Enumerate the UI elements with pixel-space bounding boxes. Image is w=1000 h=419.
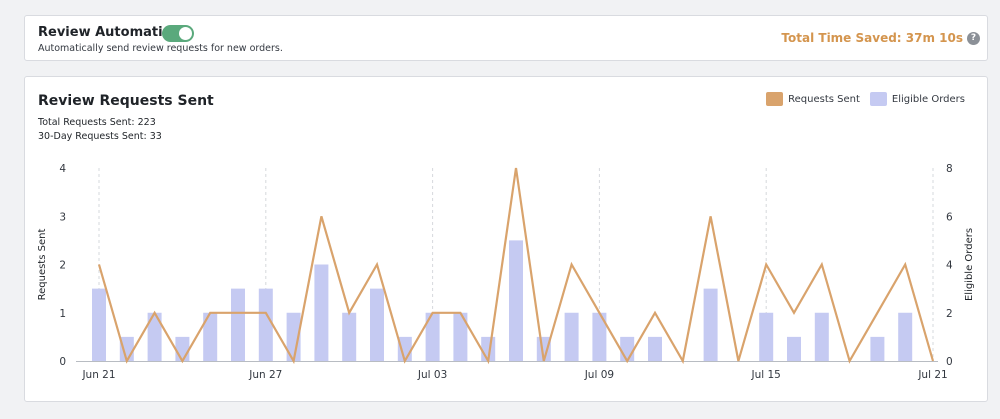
review-requests-chart: 0 1 2 3 4 0 2 4 6 8 Jun 21 Jun 27 Jul 03 Jul 09 Jul 15… <box>37 163 975 381</box>
review-automation-description: Automatically send review requests for n… <box>38 43 283 54</box>
y-left-tick-1: 1 <box>59 308 66 320</box>
y-left-tick-0: 0 <box>59 356 66 368</box>
bar-eligible-orders-20 <box>648 336 662 361</box>
bar-eligible-orders-4 <box>203 312 218 361</box>
chart-legend: Requests Sent Eligible Orders <box>756 92 965 106</box>
legend-label-requests-sent: Requests Sent <box>788 93 860 105</box>
bar-eligible-orders-26 <box>814 312 829 361</box>
bar-eligible-orders-2 <box>147 312 162 361</box>
bar-eligible-orders-7 <box>286 312 301 361</box>
bar-eligible-orders-12 <box>425 312 440 361</box>
y-left-tick-3: 3 <box>59 211 66 223</box>
y-right-tick-0: 0 <box>946 356 953 368</box>
chart-title: Review Requests Sent <box>38 93 214 109</box>
review-automation-toggle[interactable] <box>162 25 194 42</box>
bar-eligible-orders-10 <box>370 288 384 361</box>
review-requests-chart-card: 0 1 2 3 4 0 2 4 6 8 Jun 21 Jun 27 Jul 03 Jul 09 Jul 15… <box>24 76 988 402</box>
y-right-tick-8: 8 <box>946 163 953 175</box>
bar-eligible-orders-24 <box>759 312 774 361</box>
review-automation-title: Review Automation <box>38 25 181 40</box>
line-requests-sent <box>97 167 935 365</box>
y-right-tick-6: 6 <box>946 211 953 223</box>
bar-eligible-orders-29 <box>898 312 913 361</box>
y-left-tick-2: 2 <box>59 260 66 272</box>
bar-eligible-orders-9 <box>342 312 357 361</box>
bar-eligible-orders-28 <box>870 336 885 361</box>
bar-eligible-orders-0 <box>92 288 106 361</box>
total-requests-stat: Total Requests Sent: 223 <box>38 117 156 128</box>
bar-eligible-orders-18 <box>592 312 607 361</box>
help-icon[interactable]: ? <box>967 32 980 45</box>
legend-item-eligible-orders[interactable]: Eligible Orders <box>869 92 965 106</box>
bar-eligible-orders-15 <box>509 240 523 361</box>
bar-eligible-orders-6 <box>258 288 273 361</box>
bar-eligible-orders-22 <box>703 288 718 361</box>
x-tick-1: Jun 27 <box>248 369 282 381</box>
review-automation-card: Review Automation Automatically send rev… <box>24 15 988 61</box>
toggle-knob <box>179 27 192 40</box>
y-left-tick-4: 4 <box>59 163 66 175</box>
bar-eligible-orders-3 <box>175 336 190 361</box>
bar-eligible-orders-5 <box>231 288 245 361</box>
bar-eligible-orders-17 <box>564 312 579 361</box>
x-tick-0: Jun 21 <box>81 369 115 381</box>
legend-swatch-requests-sent <box>766 92 784 106</box>
x-tick-2: Jul 03 <box>417 369 447 381</box>
bar-eligible-orders-13 <box>453 312 468 361</box>
y-right-tick-2: 2 <box>946 308 953 320</box>
y-left-axis-title: Requests Sent <box>37 229 48 301</box>
bar-eligible-orders-25 <box>787 336 801 361</box>
x-tick-4: Jul 15 <box>751 369 781 381</box>
y-right-tick-4: 4 <box>946 260 953 272</box>
bar-eligible-orders-8 <box>314 264 329 361</box>
x-tick-3: Jul 09 <box>584 369 614 381</box>
bar-eligible-orders-19 <box>620 336 635 361</box>
x-tick-5: Jul 21 <box>917 369 947 381</box>
y-right-axis-title: Eligible Orders <box>964 228 975 301</box>
total-time-saved: Total Time Saved: 37m 10s <box>781 31 963 45</box>
legend-item-requests-sent[interactable]: Requests Sent <box>766 92 860 106</box>
30-day-requests-stat: 30-Day Requests Sent: 33 <box>38 131 162 142</box>
legend-label-eligible-orders: Eligible Orders <box>891 93 965 105</box>
legend-swatch-eligible-orders <box>869 92 887 106</box>
